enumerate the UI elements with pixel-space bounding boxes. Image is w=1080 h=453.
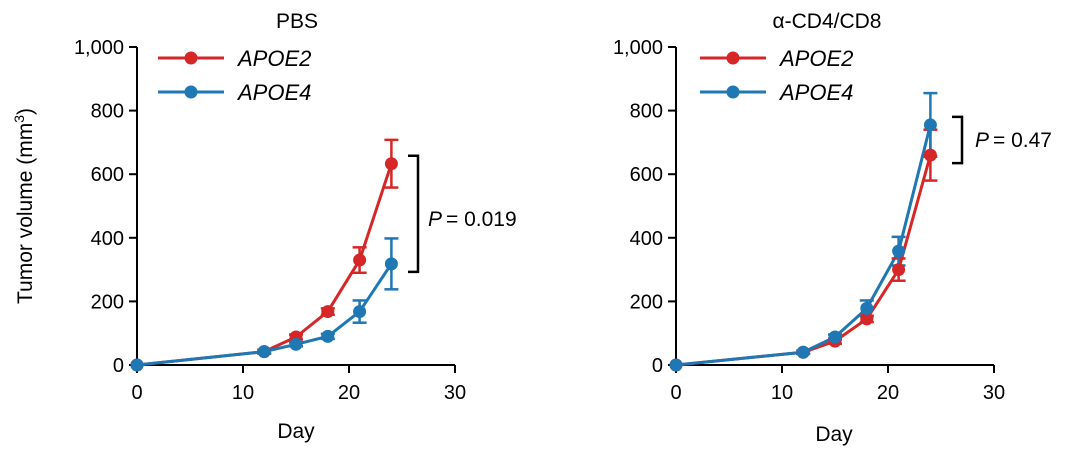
y-tick-label: 400 — [630, 228, 663, 250]
data-point-apoe4 — [860, 301, 874, 315]
p-value-annotation: P = 0.019 — [428, 208, 517, 231]
data-point-apoe4 — [353, 305, 367, 319]
x-tick-label: 20 — [877, 382, 899, 404]
data-point-apoe2 — [892, 263, 906, 277]
data-point-apoe2 — [321, 305, 335, 319]
y-tick-label: 800 — [91, 101, 124, 123]
y-tick-label: 600 — [630, 164, 663, 186]
data-point-apoe2 — [860, 312, 874, 326]
significance-bracket — [408, 154, 420, 274]
data-point-apoe4 — [321, 329, 335, 343]
series-line-apoe4 — [136, 263, 393, 367]
p-value-annotation: P = 0.47 — [975, 129, 1052, 152]
legend-entry-apoe2: APOE2 — [778, 46, 853, 71]
data-point-apoe4 — [828, 330, 842, 344]
x-tick-label: 0 — [131, 382, 142, 404]
data-point-apoe2 — [384, 157, 398, 171]
data-point-apoe2 — [353, 253, 367, 267]
x-tick-label: 0 — [670, 382, 681, 404]
series-line-apoe2 — [136, 163, 393, 367]
legend-entry-apoe4: APOE4 — [236, 80, 311, 105]
chart-panel-pbs: PBS Tumor volume (mm3) Day P = 0.019 0200… — [11, 10, 517, 443]
chart-title: α-CD4/CD8 — [773, 10, 882, 33]
y-tick-label: 600 — [91, 164, 124, 186]
chart-title: PBS — [276, 10, 318, 33]
legend-marker-apoe4 — [726, 85, 740, 99]
x-tick-label: 30 — [983, 382, 1005, 404]
data-point-apoe4 — [669, 358, 683, 372]
x-axis-label: Day — [815, 423, 853, 446]
data-point-apoe4 — [923, 118, 937, 132]
series-line-apoe4 — [675, 124, 932, 367]
x-tick-label: 10 — [232, 382, 254, 404]
y-tick-label: 0 — [652, 355, 663, 377]
data-point-apoe4 — [892, 244, 906, 258]
data-point-apoe4 — [289, 337, 303, 351]
y-tick-label: 0 — [113, 355, 124, 377]
legend-marker-apoe2 — [184, 51, 198, 65]
x-tick-label: 10 — [771, 382, 793, 404]
data-point-apoe4 — [130, 358, 144, 372]
legend-marker-apoe2 — [726, 51, 740, 65]
legend-marker-apoe4 — [184, 85, 198, 99]
y-tick-label: 200 — [630, 291, 663, 313]
y-tick-label: 200 — [91, 291, 124, 313]
data-point-apoe4 — [384, 257, 398, 271]
chart-panel-cd4-cd8: α-CD4/CD8 Day P = 0.47 02004006008001,000… — [613, 10, 1052, 446]
data-point-apoe4 — [796, 345, 810, 359]
x-tick-label: 30 — [444, 382, 466, 404]
y-axis-label: Tumor volume (mm3) — [11, 108, 37, 304]
legend-entry-apoe4: APOE4 — [778, 80, 853, 105]
y-tick-label: 1,000 — [613, 37, 663, 59]
y-tick-label: 800 — [630, 101, 663, 123]
x-tick-label: 20 — [338, 382, 360, 404]
data-point-apoe4 — [257, 345, 271, 359]
legend-entry-apoe2: APOE2 — [236, 46, 311, 71]
data-point-apoe2 — [923, 148, 937, 162]
x-axis-label: Day — [277, 420, 315, 443]
y-tick-label: 1,000 — [74, 37, 124, 59]
y-tick-label: 400 — [91, 228, 124, 250]
significance-bracket — [952, 115, 964, 165]
